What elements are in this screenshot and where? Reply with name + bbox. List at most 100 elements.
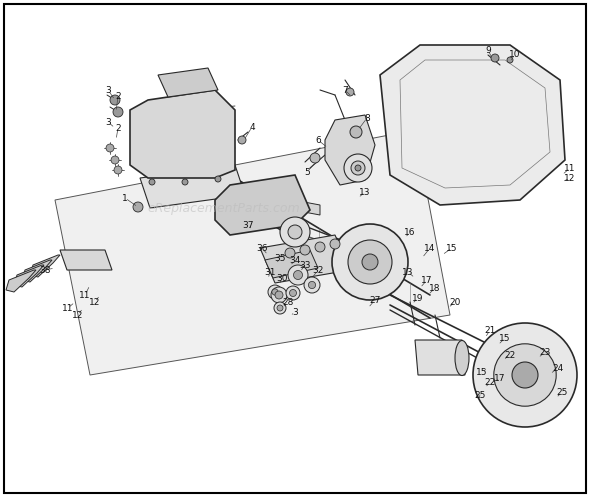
Circle shape <box>238 136 246 144</box>
Polygon shape <box>240 190 320 215</box>
Circle shape <box>111 156 119 164</box>
Text: 38: 38 <box>40 265 51 274</box>
Text: 4: 4 <box>249 122 255 132</box>
Text: 22: 22 <box>484 378 496 387</box>
Polygon shape <box>415 340 465 375</box>
Text: 12: 12 <box>564 173 576 182</box>
Circle shape <box>288 225 302 239</box>
Text: 15: 15 <box>476 367 488 377</box>
Circle shape <box>288 265 308 285</box>
Text: 15: 15 <box>446 244 458 252</box>
Circle shape <box>494 344 556 406</box>
Circle shape <box>293 270 303 279</box>
Circle shape <box>348 240 392 284</box>
Circle shape <box>290 289 297 297</box>
Text: 25: 25 <box>556 388 568 397</box>
Polygon shape <box>140 165 245 208</box>
Circle shape <box>346 88 354 96</box>
Text: 18: 18 <box>430 283 441 293</box>
Text: 25: 25 <box>474 391 486 400</box>
Polygon shape <box>130 90 235 178</box>
Circle shape <box>330 239 340 249</box>
Circle shape <box>114 166 122 174</box>
Circle shape <box>315 242 325 252</box>
Text: 6: 6 <box>315 136 321 145</box>
Text: 7: 7 <box>342 85 348 94</box>
Text: 19: 19 <box>412 294 424 303</box>
Text: 10: 10 <box>509 50 521 59</box>
Circle shape <box>491 54 499 62</box>
Circle shape <box>351 161 365 175</box>
Circle shape <box>332 224 408 300</box>
Circle shape <box>309 281 316 289</box>
Polygon shape <box>215 175 310 235</box>
Text: 1: 1 <box>122 193 128 202</box>
Text: 14: 14 <box>424 244 435 252</box>
Circle shape <box>275 291 283 299</box>
Circle shape <box>310 153 320 163</box>
Circle shape <box>272 289 278 295</box>
Circle shape <box>285 248 295 258</box>
Polygon shape <box>55 130 450 375</box>
Text: 37: 37 <box>242 221 254 230</box>
Text: 17: 17 <box>421 275 432 284</box>
Text: 34: 34 <box>289 255 301 264</box>
Text: 24: 24 <box>552 363 563 372</box>
Text: 32: 32 <box>312 265 324 274</box>
Polygon shape <box>265 250 318 278</box>
Text: eReplacementParts.com: eReplacementParts.com <box>148 202 300 215</box>
Polygon shape <box>14 265 44 287</box>
Text: 30: 30 <box>276 273 288 282</box>
Text: 2: 2 <box>115 91 121 100</box>
Text: 20: 20 <box>450 298 461 307</box>
Text: 28: 28 <box>282 298 294 307</box>
Circle shape <box>355 165 361 171</box>
Circle shape <box>106 144 114 152</box>
Circle shape <box>362 254 378 270</box>
Circle shape <box>300 245 310 255</box>
Circle shape <box>280 217 310 247</box>
Circle shape <box>110 95 120 105</box>
Text: 22: 22 <box>504 350 516 359</box>
Circle shape <box>350 126 362 138</box>
Circle shape <box>182 179 188 185</box>
Circle shape <box>344 154 372 182</box>
Polygon shape <box>22 260 52 282</box>
Text: 33: 33 <box>299 260 311 269</box>
Text: 23: 23 <box>539 347 550 356</box>
Ellipse shape <box>455 340 469 376</box>
Text: 13: 13 <box>402 267 414 276</box>
Circle shape <box>113 107 123 117</box>
Text: 12: 12 <box>89 298 101 307</box>
Text: 16: 16 <box>404 228 416 237</box>
Circle shape <box>277 305 283 311</box>
Text: 2: 2 <box>115 123 121 133</box>
Polygon shape <box>6 270 36 292</box>
Text: 3: 3 <box>105 85 111 94</box>
Text: 3: 3 <box>292 308 298 317</box>
Circle shape <box>149 179 155 185</box>
Text: 35: 35 <box>274 253 286 262</box>
Text: 9: 9 <box>485 46 491 55</box>
Polygon shape <box>325 115 375 185</box>
Text: 17: 17 <box>494 374 506 383</box>
Text: 8: 8 <box>364 113 370 122</box>
Circle shape <box>215 176 221 182</box>
Polygon shape <box>260 235 350 283</box>
Text: 11: 11 <box>79 291 91 300</box>
Text: 36: 36 <box>256 244 268 252</box>
Circle shape <box>304 277 320 293</box>
Circle shape <box>274 302 286 314</box>
Circle shape <box>512 362 538 388</box>
Circle shape <box>473 323 577 427</box>
Circle shape <box>133 202 143 212</box>
Text: 31: 31 <box>264 267 276 276</box>
Polygon shape <box>60 250 112 270</box>
Text: 11: 11 <box>63 304 74 313</box>
Text: 27: 27 <box>369 296 381 305</box>
Text: 15: 15 <box>499 333 511 342</box>
Text: 13: 13 <box>359 187 371 196</box>
Polygon shape <box>158 68 218 97</box>
Circle shape <box>268 285 282 299</box>
Circle shape <box>271 287 287 303</box>
